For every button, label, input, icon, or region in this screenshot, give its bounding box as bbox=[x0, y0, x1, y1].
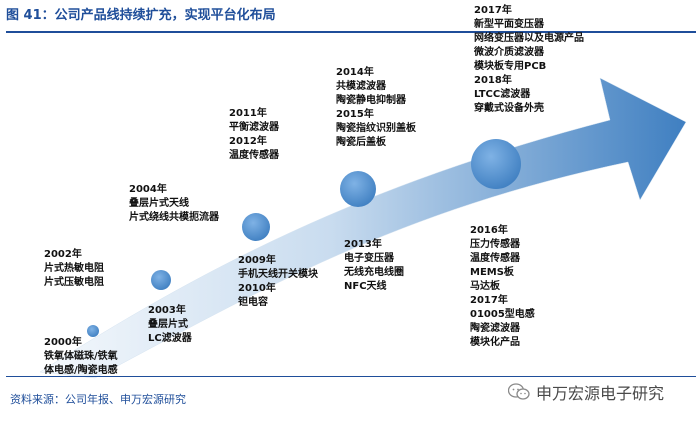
watermark-text: 申万宏源电子研究 bbox=[536, 384, 665, 403]
milestone-2009: 2009年 手机天线开关模块 2010年 钽电容 bbox=[238, 255, 318, 308]
milestone-2017: 2017年 新型平面变压器 网络变压器以及电源产品 微波介质滤波器 模块板专用P… bbox=[474, 5, 584, 114]
milestone-2004: 2004年 叠层片式天线 片式绕线共模扼流器 bbox=[129, 184, 219, 223]
milestone-node-2004 bbox=[242, 213, 270, 241]
milestone-2013: 2013年 电子变压器 无线充电线圈 NFC天线 bbox=[344, 239, 404, 292]
milestone-2014: 2014年 共模滤波器 陶瓷静电抑制器 2015年 陶瓷指纹识别盖板 陶瓷后盖板 bbox=[336, 67, 416, 148]
milestone-node-2000 bbox=[87, 325, 99, 337]
arrow-body bbox=[39, 77, 687, 379]
milestone-2000: 2000年 铁氧体磁珠/铁氧 体电感/陶瓷电感 bbox=[44, 337, 118, 376]
milestone-2016: 2016年 压力传感器 温度传感器 MEMS板 马达板 2017年 01005型… bbox=[470, 225, 535, 348]
source-note: 资料来源：公司年报、申万宏源研究 bbox=[10, 393, 186, 406]
title-divider bbox=[6, 31, 696, 33]
milestone-node-2002 bbox=[151, 270, 171, 290]
watermark: 申万宏源电子研究 bbox=[508, 380, 664, 404]
milestone-2002: 2002年 片式热敏电阻 片式压敏电阻 bbox=[44, 249, 104, 288]
figure-title: 图 41：公司产品线持续扩充，实现平台化布局 bbox=[6, 8, 276, 23]
footer-divider bbox=[6, 376, 696, 377]
milestone-2003: 2003年 叠层片式 LC滤波器 bbox=[148, 305, 192, 344]
milestone-node-2013 bbox=[340, 171, 376, 207]
milestone-2011: 2011年 平衡滤波器 2012年 温度传感器 bbox=[229, 108, 279, 161]
milestone-node-2016 bbox=[471, 139, 521, 189]
wechat-icon bbox=[508, 383, 530, 400]
